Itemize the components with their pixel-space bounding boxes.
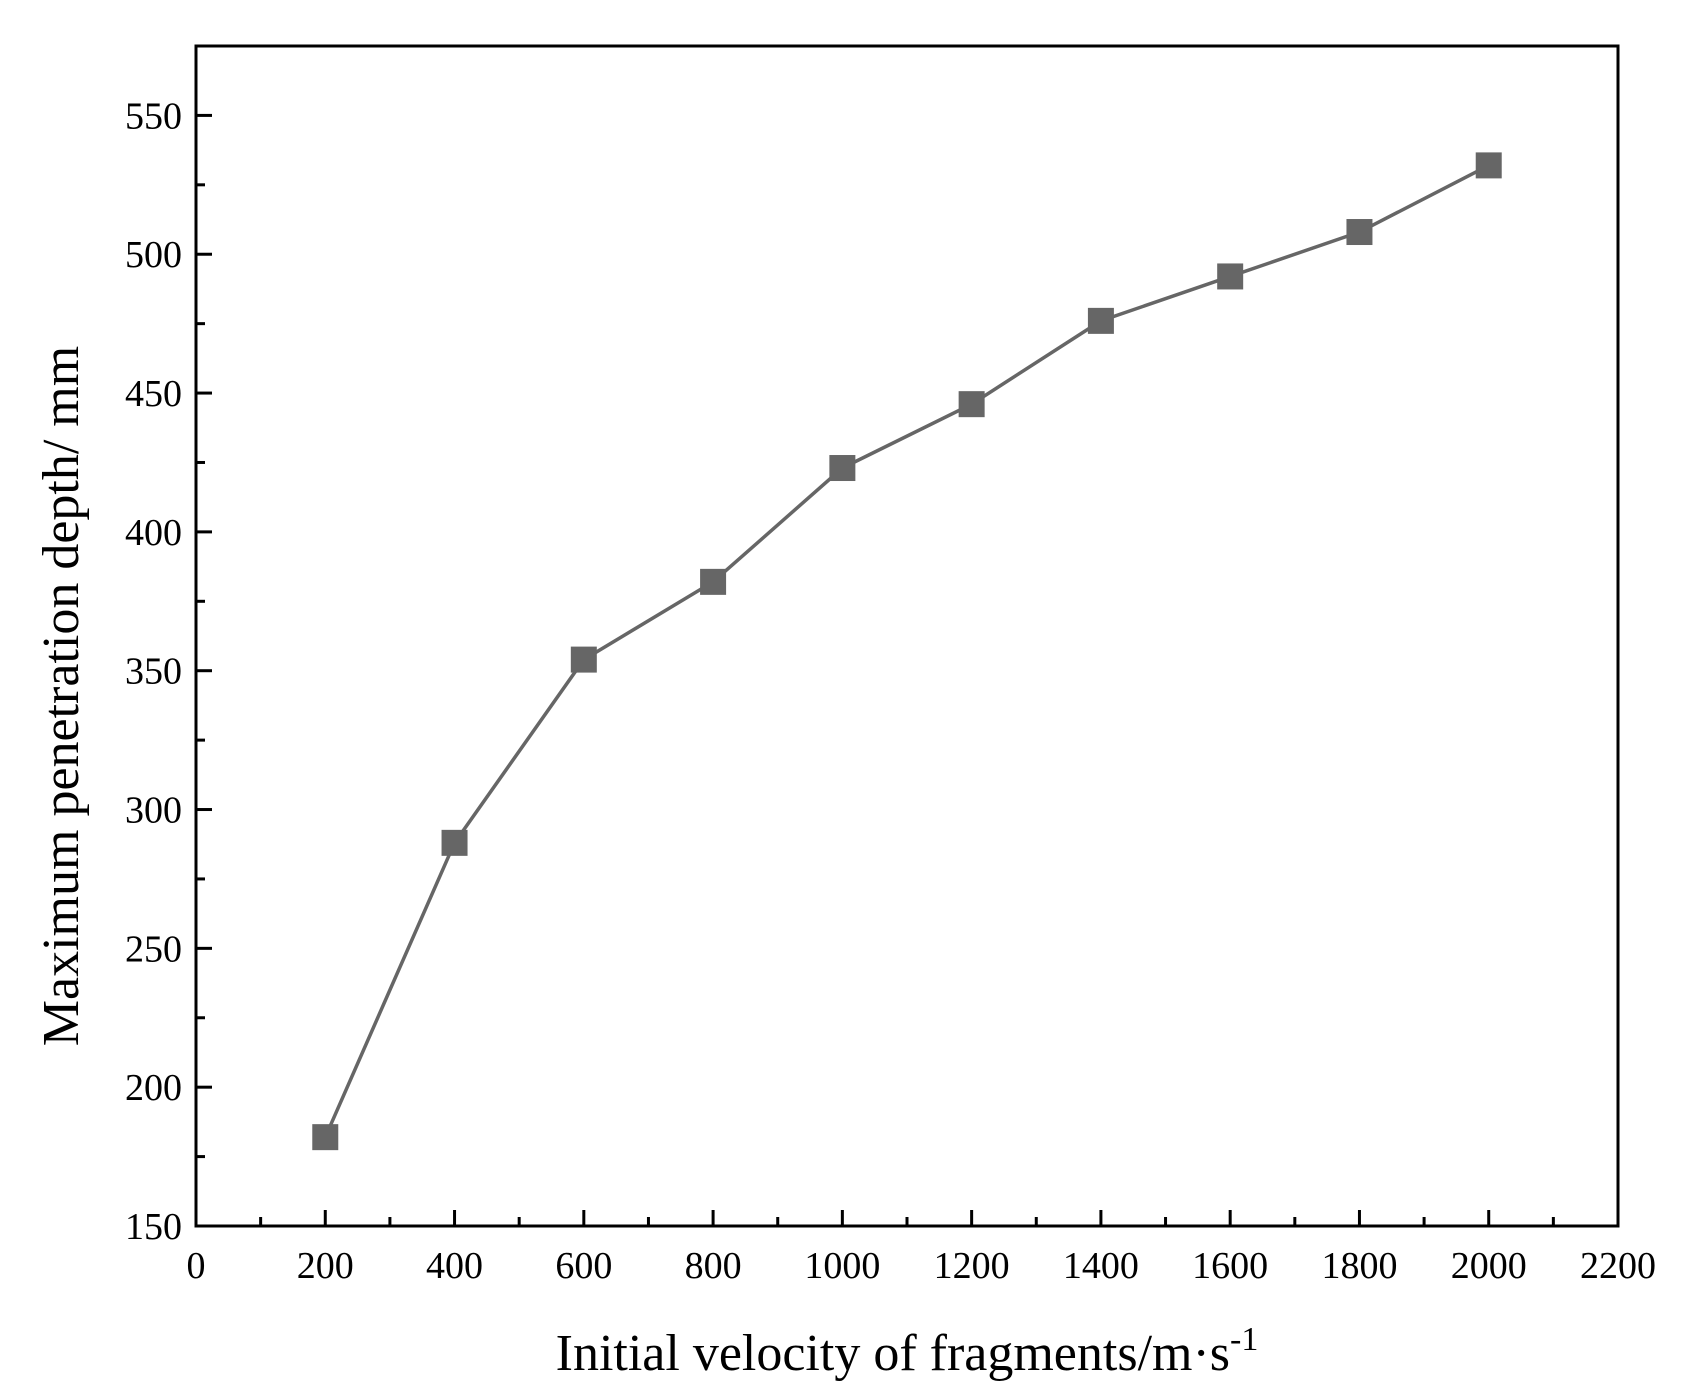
- x-tick-label: 400: [426, 1245, 483, 1287]
- x-tick-label: 200: [297, 1245, 354, 1287]
- x-tick-label: 1400: [1063, 1245, 1139, 1287]
- data-point: [1217, 263, 1244, 290]
- y-tick-label: 150: [125, 1206, 182, 1248]
- x-tick-label: 1000: [804, 1245, 880, 1287]
- y-tick-label: 200: [125, 1067, 182, 1109]
- y-tick-label: 500: [125, 234, 182, 276]
- x-axis-title: Initial velocity of fragments/m·s-1: [556, 1321, 1259, 1382]
- data-point: [1346, 219, 1373, 246]
- y-tick-label: 550: [125, 95, 182, 137]
- y-tick-label: 350: [125, 651, 182, 693]
- data-point: [700, 568, 727, 595]
- y-axis-title: Maximum penetration depth/ mm: [33, 346, 90, 1046]
- y-tick-label: 450: [125, 373, 182, 415]
- y-tick-label: 300: [125, 790, 182, 832]
- data-point: [312, 1124, 339, 1151]
- data-point: [829, 455, 856, 482]
- x-tick-label: 2200: [1580, 1245, 1656, 1287]
- x-tick-label: 0: [187, 1245, 206, 1287]
- data-point: [570, 646, 597, 673]
- x-tick-label: 800: [685, 1245, 742, 1287]
- data-point: [958, 391, 985, 418]
- x-tick-label: 600: [555, 1245, 612, 1287]
- x-tick-label: 2000: [1451, 1245, 1527, 1287]
- x-tick-label: 1200: [934, 1245, 1010, 1287]
- x-tick-label: 1800: [1321, 1245, 1397, 1287]
- y-tick-label: 400: [125, 512, 182, 554]
- x-axis-title-main: Initial velocity of fragments/m·s: [556, 1325, 1230, 1382]
- series-layer: [312, 152, 1502, 1151]
- labels-layer: 0 200 400 600 800 1000 1200 1400 1600 1800 2000 220…: [125, 95, 1656, 1287]
- x-tick-label: 1600: [1192, 1245, 1268, 1287]
- data-point: [1475, 152, 1502, 179]
- data-point: [1087, 307, 1114, 334]
- x-axis-title-superscript: -1: [1230, 1321, 1258, 1358]
- y-tick-label: 250: [125, 928, 182, 970]
- plot-frame: [194, 44, 1620, 1228]
- series-line: [323, 163, 1490, 1138]
- data-point: [441, 829, 468, 856]
